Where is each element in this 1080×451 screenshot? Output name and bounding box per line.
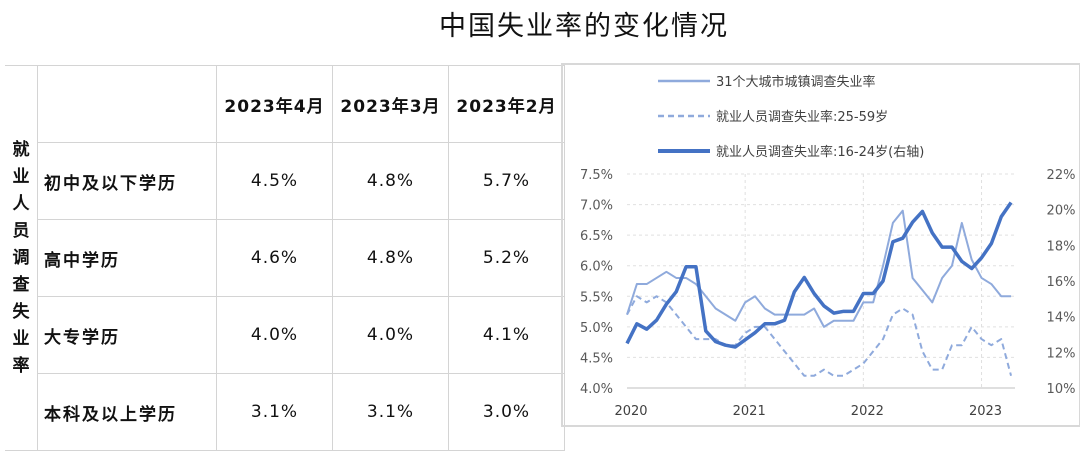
side-label: 就业人员调查失业率 (5, 65, 38, 451)
cell: 4.6% (216, 219, 333, 297)
y-left-tick-label: 4.0% (580, 382, 613, 397)
legend-label: 31个大城市城镇调查失业率 (716, 74, 876, 90)
column-header: 2023年2月 (448, 65, 565, 143)
y-left-tick-label: 7.5% (580, 168, 613, 183)
y-left-tick-label: 7.0% (580, 199, 613, 214)
row-label: 大专学历 (37, 296, 217, 374)
legend-label: 就业人员调查失业率:25-59岁 (716, 109, 888, 125)
column-header: 2023年3月 (332, 65, 449, 143)
cell: 3.1% (216, 373, 333, 451)
x-tick-label: 2021 (733, 404, 766, 419)
table-row: 高中学历 4.6% 4.8% 5.2% (5, 219, 565, 297)
legend-label: 就业人员调查失业率:16-24岁(右轴) (716, 144, 924, 160)
cell: 3.1% (332, 373, 449, 451)
y-right-tick-label: 12% (1047, 346, 1076, 361)
y-right-tick-label: 14% (1047, 311, 1076, 326)
y-left-tick-label: 5.0% (580, 321, 613, 336)
y-right-tick-label: 18% (1047, 239, 1076, 254)
cell: 3.0% (448, 373, 565, 451)
row-label: 初中及以下学历 (37, 142, 217, 220)
x-tick-label: 2023 (969, 404, 1002, 419)
row-label: 本科及以上学历 (37, 373, 217, 451)
cell: 4.8% (332, 142, 449, 220)
row-label: 高中学历 (37, 219, 217, 297)
header-blank (37, 65, 217, 143)
side-label-text: 就业人员调查失业率 (12, 139, 30, 376)
table-header-row: 就业人员调查失业率 2023年4月 2023年3月 2023年2月 (5, 65, 565, 451)
unemployment-line-chart: 4.0% 4.5% 5.0% 5.5% 6.0% 6.5% 7.0% 7.5% 10% 12% 14… (580, 74, 1076, 419)
series-line-3 (625, 201, 1013, 349)
page-title: 中国失业率的变化情况 (439, 11, 729, 42)
column-header: 2023年4月 (216, 65, 333, 143)
cell: 4.5% (216, 142, 333, 220)
series-line-2 (626, 295, 1013, 377)
chart-panel: 4.0% 4.5% 5.0% 5.5% 6.0% 6.5% 7.0% 7.5% 10% 12% 14… (561, 63, 1080, 427)
cell: 4.0% (332, 296, 449, 374)
cell: 5.2% (448, 219, 565, 297)
cell: 5.7% (448, 142, 565, 220)
table-row: 本科及以上学历 3.1% 3.1% 3.0% (5, 373, 565, 451)
y-right-tick-label: 22% (1047, 168, 1076, 183)
x-tick-label: 2022 (851, 404, 884, 419)
cell: 4.0% (216, 296, 333, 374)
series-line-1 (626, 209, 1012, 328)
y-left-tick-label: 4.5% (580, 351, 613, 366)
y-left-tick-label: 6.5% (580, 229, 613, 244)
y-right-tick-label: 16% (1047, 275, 1076, 290)
y-right-tick-label: 10% (1047, 382, 1076, 397)
unemployment-by-education-table: 就业人员调查失业率 2023年4月 2023年3月 2023年2月 初中及以下学… (5, 65, 565, 451)
y-left-tick-label: 6.0% (580, 260, 613, 275)
cell: 4.8% (332, 219, 449, 297)
x-tick-label: 2020 (614, 404, 647, 419)
table-row: 初中及以下学历 4.5% 4.8% 5.7% (5, 142, 565, 220)
y-right-tick-label: 20% (1047, 204, 1076, 219)
table-row: 大专学历 4.0% 4.0% 4.1% (5, 296, 565, 374)
y-left-tick-label: 5.5% (580, 290, 613, 305)
cell: 4.1% (448, 296, 565, 374)
